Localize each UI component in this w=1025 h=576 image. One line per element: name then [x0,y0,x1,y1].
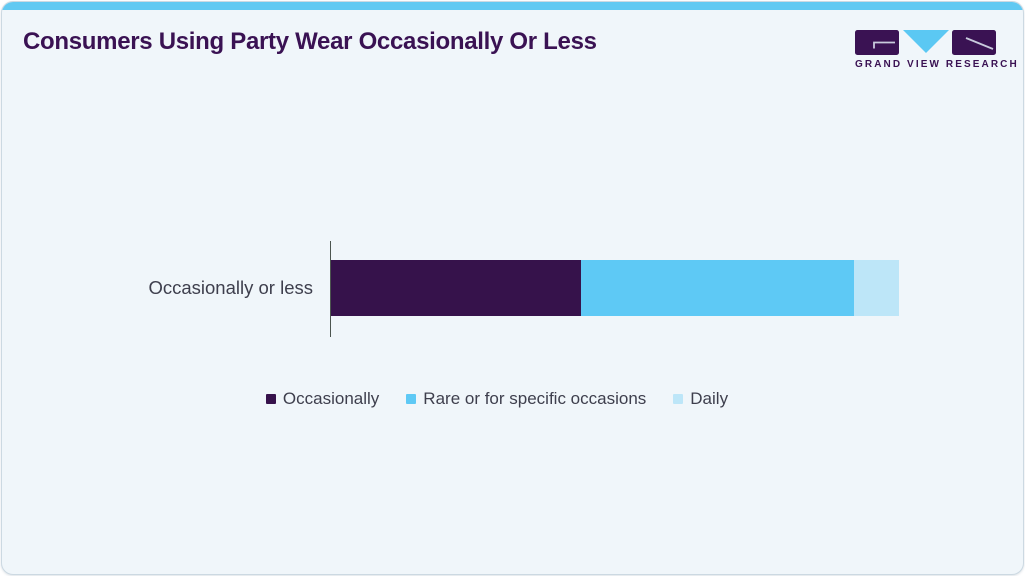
legend-label: Occasionally [282,389,380,408]
legend-item-occasionally: Occasionally [265,389,380,409]
legend-item-rare-or-for-specific-occasions: Rare or for specific occasions [406,389,646,409]
legend-label: Rare or for specific occasions [423,389,647,408]
legend-swatch-icon [406,394,417,404]
logo-triangle-icon [903,30,949,53]
brand-name: GRAND VIEW RESEARCH [855,59,1019,70]
stacked-bar [331,260,899,316]
legend-item-daily: Daily [673,389,728,409]
legend-swatch-icon [265,394,276,404]
legend-swatch-icon [673,394,684,404]
chart-title: Consumers Using Party Wear Occasionally … [23,28,597,55]
logo-r-stroke-icon [965,37,994,50]
logo-right-block-icon [952,30,996,55]
legend: Occasionally Rare or for specific occasio… [2,389,992,409]
legend-label: Daily [690,389,729,408]
y-axis-line [330,241,331,337]
gvr-logo-icon [855,30,996,55]
category-label: Occasionally or less [148,277,313,298]
gvr-logo: GRAND VIEW RESEARCH [855,29,1019,70]
bar-segment-occasionally [331,260,581,316]
top-accent-bar [2,2,1023,10]
bar-segment-daily [853,260,899,316]
logo-g-stroke-icon [873,41,895,49]
bar-segment-rare-or-for-specific-occasions [580,260,854,316]
